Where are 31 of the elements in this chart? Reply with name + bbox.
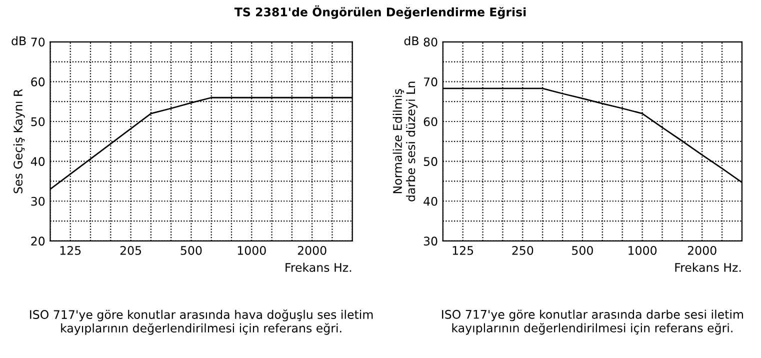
x-tick-label: 1000 [628,246,657,255]
x-axis-title: Frekans Hz. [286,262,352,272]
x-tick-label: 500 [572,246,593,255]
x-tick-label: 205 [120,246,142,255]
y-axis-title: Ses Geçiş Kaynı R [13,89,25,194]
y-axis-title: Normalize Edilmiş darbe sesi düzeyi Ln [392,82,418,202]
y-tick-label: 40 [30,157,45,166]
y-tick-label: 50 [31,117,45,126]
y-tick-label: 60 [31,77,45,86]
x-tick-label: 125 [452,246,474,255]
x-tick-label: 1000 [238,246,266,255]
y-tick-label: 50 [424,157,438,166]
y-tick-label: 70 [31,38,45,47]
y-tick-label: 80 [424,38,438,47]
text: ISO 717'ye göre konutlar arasında hava doğuşlu ses iletim kayıplarının değerlendirilmesi için referans eğri. [30,310,373,335]
x-tick-label: 2000 [298,246,326,255]
y-tick-label: 30 [31,196,45,206]
y-tick-label: 60 [424,117,438,126]
y-tick-label: 20 [31,236,45,246]
x-tick-label: 125 [60,246,81,255]
x-axis-title: Frekans Hz. [675,262,741,272]
x-tick-label: 250 [512,246,534,255]
text: dB [12,36,26,46]
x-tick-label: 500 [180,246,202,255]
y-tick-label: 30 [424,236,438,246]
text: ISO 717'ye göre konutlar arasında darbe sesi iletim kayıplarının değerlendirilmesi için referans eğri. [442,310,743,335]
y-tick-label: 70 [424,77,438,86]
y-tick-label: 40 [424,196,438,206]
x-tick-label: 2000 [688,246,716,255]
text: TS 2381'de Öngörülen Değerlendirme Eğrisi [234,5,526,19]
text: dB [404,36,418,46]
